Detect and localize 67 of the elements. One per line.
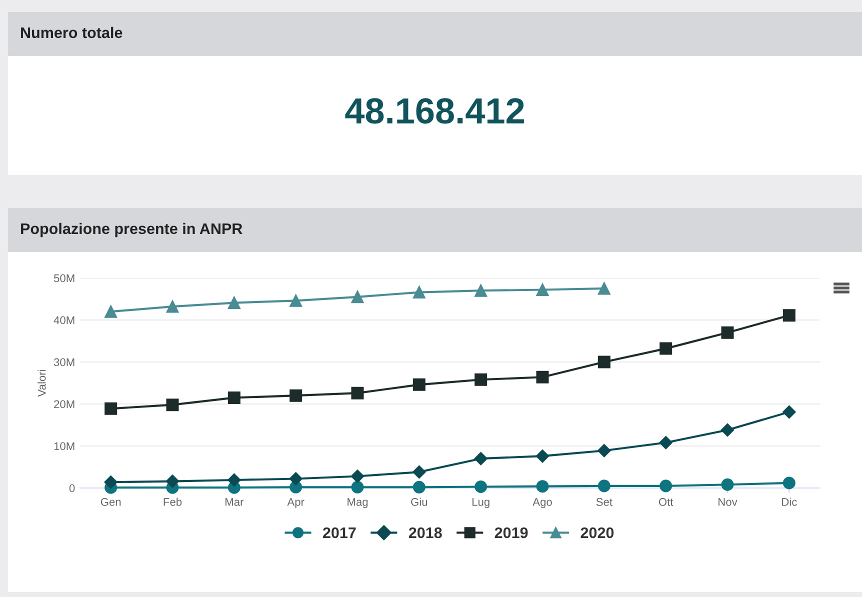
point xyxy=(782,309,796,322)
x-tick-label: Ago xyxy=(532,498,552,508)
point xyxy=(228,296,240,310)
y-tick-label: 30M xyxy=(54,358,74,366)
x-tick-label: Dic xyxy=(782,498,797,506)
point xyxy=(598,356,610,368)
point xyxy=(228,391,240,404)
point xyxy=(474,284,488,297)
text: 48.168.412 xyxy=(345,98,524,124)
point xyxy=(721,478,734,491)
point xyxy=(412,378,426,391)
point xyxy=(290,294,302,307)
x-tick-label: Lug xyxy=(472,498,490,508)
point xyxy=(721,326,734,339)
point xyxy=(720,423,734,437)
legend-label: 2017 xyxy=(322,527,356,538)
y-tick-label: 0 xyxy=(69,484,75,492)
y-tick-label: 50M xyxy=(54,274,74,282)
x-tick-label: Mag xyxy=(348,498,368,508)
x-tick-label: Ott xyxy=(658,498,674,506)
point xyxy=(598,444,611,458)
y-tick-label: 20M xyxy=(54,400,74,408)
point xyxy=(289,472,302,486)
point xyxy=(782,405,796,419)
point xyxy=(536,480,549,493)
point xyxy=(598,282,610,295)
point xyxy=(351,386,364,400)
chart-title: Popolazione presente in ANPR xyxy=(21,222,242,238)
point xyxy=(474,373,488,386)
point xyxy=(536,449,550,463)
point xyxy=(536,284,549,296)
text: Numero totale xyxy=(21,26,122,38)
point xyxy=(412,465,426,479)
point xyxy=(166,474,180,488)
point xyxy=(166,300,179,313)
x-tick-label: Apr xyxy=(287,498,304,508)
point xyxy=(104,402,118,415)
point xyxy=(104,476,118,489)
point xyxy=(104,305,118,318)
x-tick-label: Gen xyxy=(100,498,121,506)
point xyxy=(474,452,488,466)
legend-label: 2020 xyxy=(580,527,614,538)
point xyxy=(412,480,426,494)
x-tick-label: Mar xyxy=(226,498,244,506)
point xyxy=(660,342,672,355)
legend-label: 2019 xyxy=(494,527,528,538)
x-tick-label: Nov xyxy=(718,498,738,506)
y-tick-label: 10M xyxy=(54,442,74,450)
y-axis-title: Valori xyxy=(38,370,46,397)
legend-label: 2018 xyxy=(408,527,442,538)
x-tick-label: Giu xyxy=(411,498,428,506)
point xyxy=(660,480,672,492)
point xyxy=(350,470,364,483)
y-tick-label: 40M xyxy=(54,316,74,324)
point xyxy=(351,290,364,304)
point xyxy=(166,398,179,412)
point xyxy=(782,476,796,490)
point xyxy=(290,389,302,402)
point xyxy=(412,286,426,299)
point xyxy=(228,473,241,487)
x-tick-label: Set xyxy=(596,498,612,506)
point xyxy=(659,436,672,450)
x-tick-label: Feb xyxy=(164,498,182,506)
point xyxy=(536,370,549,384)
point xyxy=(474,480,488,493)
point xyxy=(351,480,364,494)
point xyxy=(598,480,610,492)
